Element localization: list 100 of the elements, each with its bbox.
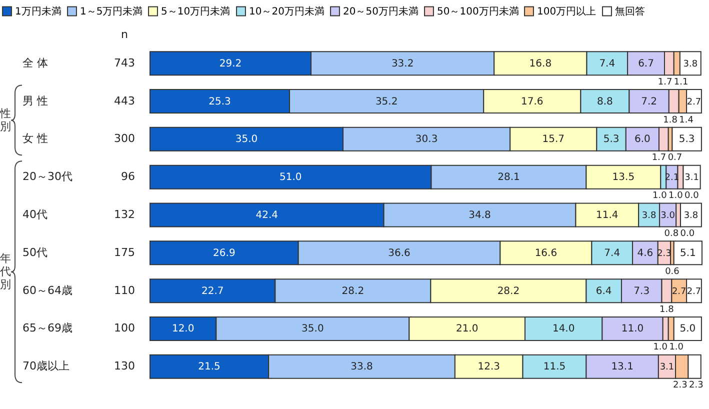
data-label: 6.7 [638, 58, 654, 70]
data-label: 22.7 [201, 286, 224, 297]
data-label: 11.5 [543, 362, 566, 373]
data-label: 35.0 [302, 324, 324, 335]
data-label: 35.0 [235, 134, 258, 146]
data-label: 1.0 [653, 342, 668, 353]
text: 性別 [0, 107, 11, 134]
y-tick-label: 男 性 [22, 94, 48, 108]
data-label: 2.7 [686, 286, 702, 297]
data-label: 7.3 [634, 286, 650, 297]
data-label: 3.8 [684, 211, 698, 221]
text: 110 [114, 284, 135, 297]
text: n [121, 28, 128, 41]
data-label: 2.3 [689, 380, 704, 391]
data-label: 1.1 [674, 77, 688, 88]
data-label: 6.4 [596, 286, 612, 297]
data-label: 0.6 [665, 266, 680, 277]
data-label: 2.3 [673, 380, 688, 391]
legend-label: 1万円未満 [15, 5, 62, 18]
data-label: 5.3 [603, 134, 620, 146]
data-label: 1.0 [652, 191, 668, 202]
data-label: 7.4 [604, 248, 620, 259]
data-label: 34.8 [468, 210, 491, 221]
data-label: 28.2 [497, 286, 520, 297]
data-label: 3.0 [660, 211, 676, 221]
legend-label: 無回答 [615, 5, 645, 18]
text: 96 [121, 170, 135, 184]
data-label: 26.9 [213, 248, 236, 259]
data-label: 36.6 [388, 248, 410, 259]
data-label: 42.4 [256, 210, 278, 221]
data-label: 1.8 [663, 115, 678, 126]
data-label: 16.8 [529, 58, 552, 70]
data-label: 0.8 [664, 229, 679, 239]
bar [673, 240, 702, 266]
data-label: 6.0 [634, 134, 650, 146]
data-label: 2.7 [672, 286, 686, 297]
text: 175 [114, 246, 135, 259]
data-label: 5.1 [680, 248, 696, 259]
data-label: 21.5 [198, 362, 220, 373]
data-label: 1.0 [668, 191, 684, 202]
data-label: 29.2 [219, 58, 242, 70]
data-label: 14.0 [552, 324, 575, 335]
data-label: 33.2 [391, 58, 414, 70]
data-label: 1.7 [652, 153, 666, 164]
data-label: 33.8 [350, 362, 373, 373]
y-tick-label: 全 体 [22, 56, 48, 70]
data-label: 3.1 [660, 362, 674, 373]
data-label: 1.8 [660, 304, 674, 315]
data-label: 11.0 [621, 324, 644, 335]
text: 132 [114, 208, 135, 221]
data-label: 12.3 [478, 362, 500, 373]
data-label: 7.2 [641, 96, 658, 108]
legend-label: 50～100万円未満 [437, 5, 519, 18]
data-label: 0.0 [684, 191, 700, 202]
data-label: 3.1 [684, 173, 699, 184]
legend-label: 1～5万円未満 [80, 5, 143, 18]
data-label: 17.6 [521, 96, 544, 108]
data-label: 2.7 [686, 97, 702, 108]
data-label: 12.0 [172, 324, 194, 335]
data-label: 13.5 [612, 172, 635, 184]
legend-label: 5～10万円未満 [161, 5, 230, 18]
data-label: 0.0 [680, 229, 695, 239]
legend-label: 100万円以上 [537, 5, 596, 18]
data-label: 28.1 [498, 172, 520, 184]
data-label: 7.4 [599, 58, 616, 70]
data-label: 3.8 [642, 211, 656, 221]
legend-label: 20～50万円未満 [343, 5, 418, 18]
data-label: 0.7 [668, 153, 682, 164]
y-tick-label: 女 性 [22, 132, 48, 146]
data-label: 3.8 [683, 59, 698, 70]
data-label: 16.6 [534, 248, 558, 259]
data-label: 30.3 [415, 134, 438, 146]
data-label: 5.3 [678, 134, 695, 146]
data-label: 28.2 [342, 286, 364, 297]
bar [672, 126, 702, 152]
data-label: 4.6 [637, 248, 654, 259]
text: 300 [114, 132, 135, 146]
data-label: 51.0 [279, 172, 302, 184]
data-label: 35.2 [375, 96, 398, 108]
y-tick-label: 50代 [22, 246, 48, 259]
y-tick-label: 60～64歳 [22, 284, 72, 297]
data-label: 13.1 [611, 362, 634, 373]
data-label: 11.4 [596, 210, 618, 221]
bar [680, 202, 702, 228]
text: 443 [114, 94, 135, 108]
text: 100 [114, 322, 135, 335]
data-label: 8.8 [596, 96, 613, 108]
data-label: 1.0 [669, 342, 684, 353]
data-label: 15.7 [542, 134, 565, 146]
y-tick-label: 65～69歳 [22, 322, 72, 335]
text: 130 [114, 360, 135, 373]
data-label: 21.0 [456, 324, 478, 335]
y-tick-label: 40代 [22, 208, 48, 221]
legend-label: 10～20万円未満 [249, 5, 324, 18]
y-tick-label: 20～30代 [22, 170, 72, 184]
text: 743 [114, 56, 135, 70]
data-label: 1.4 [679, 115, 694, 126]
text: 年代別 [0, 252, 11, 292]
data-label: 5.0 [680, 324, 696, 335]
y-tick-label: 70歳以上 [22, 360, 70, 373]
